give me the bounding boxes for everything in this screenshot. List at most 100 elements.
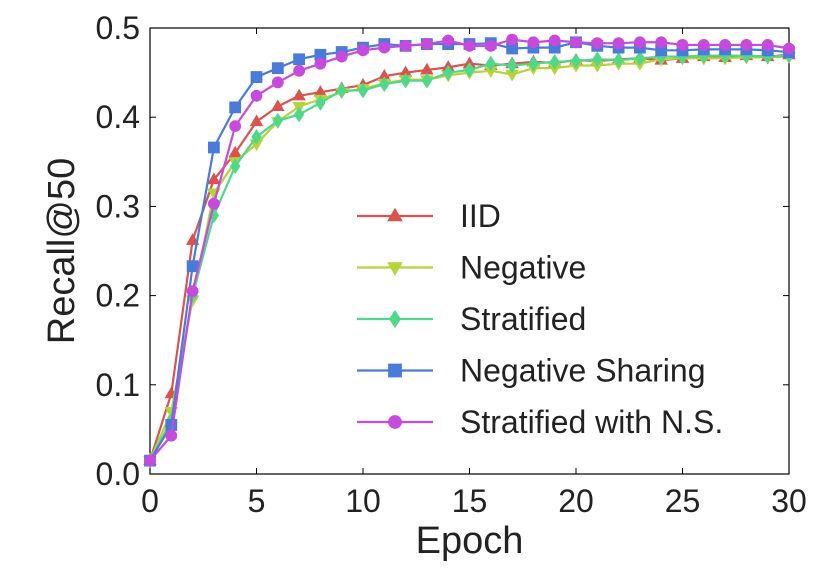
legend-label: Stratified with N.S.: [460, 404, 723, 440]
legend-label: Negative: [460, 250, 586, 286]
legend-label: Negative Sharing: [460, 353, 705, 389]
data-point: [293, 64, 306, 77]
data-point: [548, 34, 561, 47]
data-point: [399, 39, 412, 52]
data-point: [271, 62, 284, 75]
data-point: [271, 99, 285, 112]
data-point: [230, 158, 241, 175]
y-axis-label: Recall@50: [41, 158, 83, 344]
data-point: [634, 36, 646, 49]
y-tick-label: 0.4: [96, 99, 140, 135]
data-point: [186, 260, 199, 273]
x-tick-label: 10: [345, 483, 381, 519]
legend-marker: [388, 309, 402, 329]
legend-marker: [387, 207, 403, 222]
data-point: [612, 37, 625, 50]
x-tick-label: 0: [141, 483, 159, 519]
y-tick-label: 0.2: [96, 278, 140, 314]
data-point: [228, 145, 242, 158]
legend-marker: [388, 415, 402, 429]
data-point: [719, 39, 731, 51]
data-point: [485, 55, 496, 72]
data-point: [591, 37, 604, 50]
series-layer: [143, 33, 796, 469]
data-point: [740, 39, 753, 51]
data-point: [335, 50, 348, 63]
legend-item: Negative Sharing: [357, 353, 705, 389]
data-point: [250, 71, 263, 83]
data-point: [506, 57, 518, 74]
data-point: [634, 50, 646, 67]
data-point: [165, 429, 178, 442]
data-point: [186, 285, 199, 298]
legend-item: Stratified with N.S.: [357, 404, 723, 440]
y-tick-label: 0.1: [96, 367, 140, 403]
data-point: [293, 53, 306, 66]
data-point: [144, 454, 156, 467]
legend: IID Negative Stratified Negative Sharing Str…: [357, 198, 723, 440]
x-axis-label: Epoch: [416, 520, 524, 562]
data-point: [315, 95, 326, 111]
data-point: [378, 41, 391, 54]
data-point: [229, 120, 242, 133]
data-point: [549, 54, 560, 70]
axis-ticks: 0 5 10 15 20 25 30 0.0 0.1 0.2 0.3 0.4 0.5: [96, 10, 807, 519]
x-tick-label: 20: [558, 483, 594, 519]
data-point: [207, 172, 221, 185]
data-point: [271, 76, 284, 89]
data-point: [570, 53, 582, 69]
data-point: [443, 64, 454, 81]
data-point: [357, 44, 369, 57]
data-point: [357, 82, 369, 99]
data-point: [421, 72, 433, 89]
data-point: [761, 39, 774, 51]
data-point: [676, 39, 689, 51]
y-tick-label: 0.3: [96, 188, 140, 224]
y-tick-label: 0.5: [96, 10, 140, 46]
data-point: [528, 55, 539, 72]
data-point: [272, 112, 283, 129]
data-point: [527, 36, 540, 49]
data-point: [613, 52, 624, 68]
data-point: [292, 88, 306, 101]
legend-label: IID: [460, 198, 501, 234]
data-point: [314, 57, 327, 70]
data-point: [207, 197, 220, 210]
data-point: [484, 39, 497, 52]
plot-area: [149, 27, 790, 475]
data-point: [697, 39, 710, 51]
x-tick-label: 30: [771, 483, 807, 519]
x-tick-label: 5: [248, 483, 266, 519]
data-point: [783, 42, 795, 55]
data-point: [464, 62, 475, 78]
data-point: [185, 233, 200, 245]
data-point: [314, 48, 327, 61]
x-tick-label: 15: [452, 483, 488, 519]
y-tick-label: 0.0: [96, 456, 140, 492]
data-point: [570, 36, 582, 49]
data-point: [442, 34, 455, 47]
series-stratified-with-n-s: [144, 33, 795, 467]
legend-item: Stratified: [357, 301, 586, 337]
data-point: [400, 72, 411, 89]
data-point: [250, 89, 263, 102]
data-point: [207, 141, 220, 154]
data-point: [251, 128, 262, 145]
legend-marker: [387, 262, 403, 276]
data-point: [592, 51, 603, 68]
data-point: [379, 76, 390, 93]
data-point: [463, 39, 476, 52]
data-point: [249, 114, 264, 127]
legend-marker: [388, 363, 402, 378]
legend-item: IID: [357, 198, 501, 234]
data-point: [506, 33, 518, 46]
data-point: [229, 101, 242, 114]
data-point: [336, 82, 347, 99]
legend-label: Stratified: [460, 301, 586, 337]
data-point: [420, 38, 433, 50]
data-point: [655, 36, 668, 49]
data-point: [293, 106, 305, 123]
legend-item: Negative: [357, 250, 586, 286]
